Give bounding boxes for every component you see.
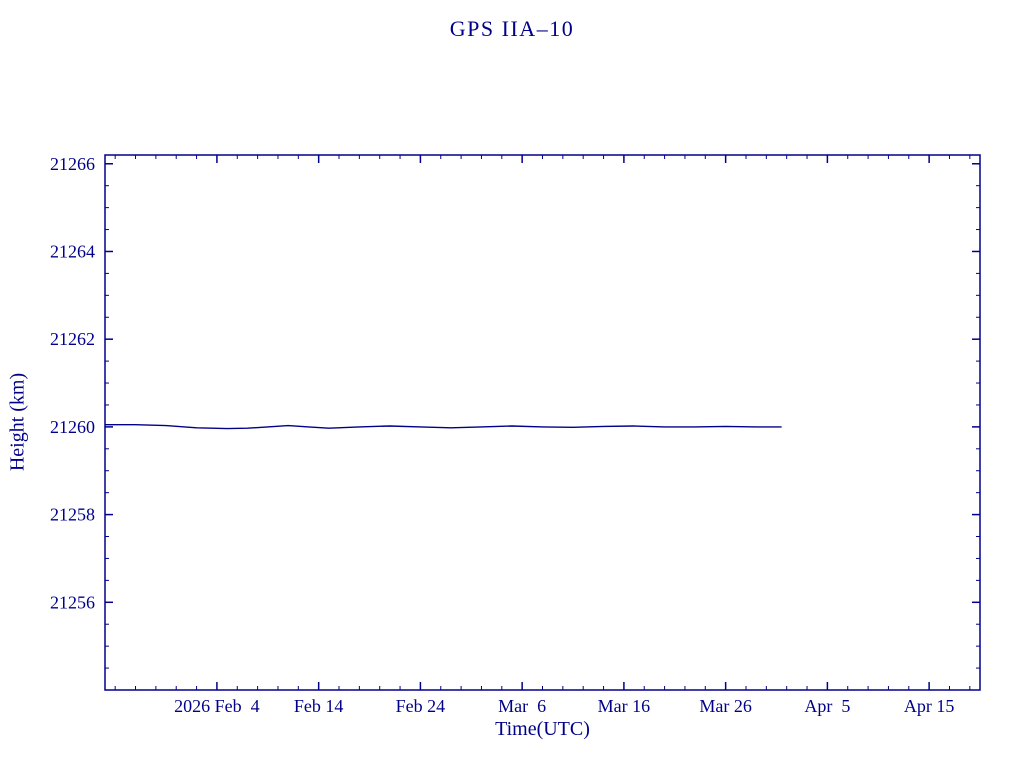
plot-frame [104,154,981,691]
x-tick-label: Feb 24 [396,696,446,716]
x-tick-label: Mar 16 [598,696,651,716]
x-tick-label: Mar 26 [699,696,752,716]
y-tick-label: 21260 [50,417,95,437]
x-tick-label: Apr 15 [904,696,955,716]
x-tick-label: 2026 Feb 4 [174,696,260,716]
chart-title: GPS IIA–10 [449,16,575,41]
y-tick-label: 21266 [50,154,95,174]
x-tick-label: Apr 5 [804,696,850,716]
x-tick-label: Mar 6 [498,696,546,716]
x-tick-label: Feb 14 [294,696,344,716]
y-axis-label: Height (km) [6,372,29,472]
y-tick-label: 21258 [50,505,95,525]
x-axis-label: Time(UTC) [495,718,590,740]
y-tick-label: 21262 [50,329,95,349]
y-tick-label: 21256 [50,592,95,612]
series-height-km [105,424,782,430]
y-tick-label: 21264 [50,241,95,261]
